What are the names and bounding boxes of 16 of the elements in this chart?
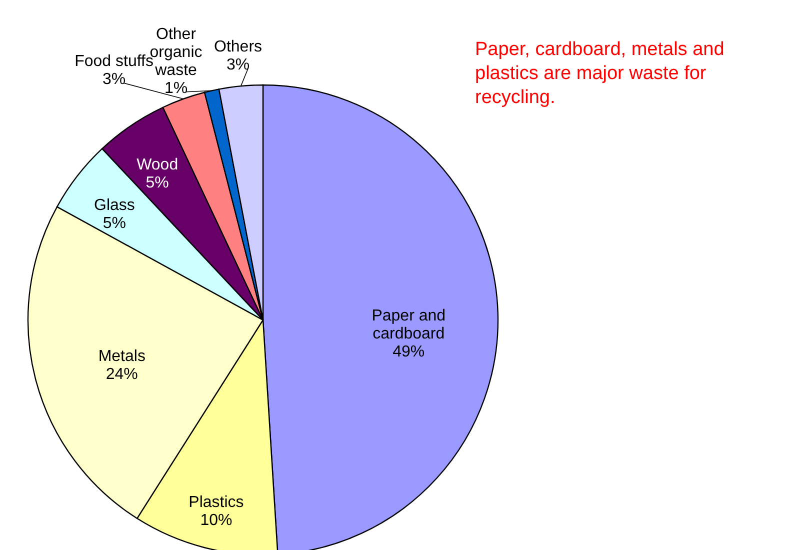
slice-label: Metals — [98, 348, 146, 366]
slice-label: Food stuffs — [74, 53, 154, 70]
data-label: 3% — [226, 56, 250, 74]
text: Paper, cardboard, metals and plastics are major waste for recycling. — [475, 38, 726, 110]
slice-label: Paper and cardboard — [372, 307, 446, 342]
data-label: 10% — [200, 512, 232, 530]
slice-label: Plastics — [188, 494, 244, 512]
data-label: 24% — [106, 366, 138, 384]
data-label: 1% — [164, 80, 188, 97]
data-label: 3% — [102, 71, 126, 88]
slice-label: Glass — [94, 196, 135, 214]
data-label: 49% — [392, 343, 425, 360]
slice-label: Wood — [136, 156, 178, 174]
slice-label: Others — [214, 38, 262, 56]
data-label: 5% — [102, 214, 126, 232]
data-label: 5% — [146, 174, 169, 192]
